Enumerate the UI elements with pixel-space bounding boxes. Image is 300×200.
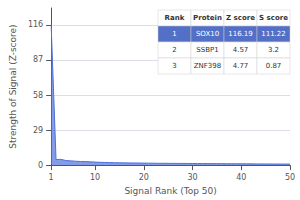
svg-text:4.77: 4.77 <box>233 62 249 70</box>
svg-text:111.22: 111.22 <box>261 30 286 38</box>
svg-text:116.19: 116.19 <box>228 30 253 38</box>
svg-text:ZNF398: ZNF398 <box>194 62 221 70</box>
svg-text:2: 2 <box>172 46 176 54</box>
svg-text:1: 1 <box>49 173 54 182</box>
svg-text:Z score: Z score <box>226 14 255 22</box>
svg-text:Strength of Signal (Z-score): Strength of Signal (Z-score) <box>8 24 18 148</box>
svg-text:3.2: 3.2 <box>268 46 279 54</box>
svg-text:10: 10 <box>90 173 100 182</box>
svg-text:SOX10: SOX10 <box>196 30 219 38</box>
svg-text:Protein: Protein <box>193 14 222 22</box>
svg-text:30: 30 <box>187 173 197 182</box>
svg-text:29: 29 <box>33 126 43 135</box>
svg-text:SSBP1: SSBP1 <box>196 46 218 54</box>
svg-text:20: 20 <box>139 173 149 182</box>
svg-text:50: 50 <box>285 173 295 182</box>
svg-text:116: 116 <box>28 20 43 29</box>
svg-text:87: 87 <box>33 55 43 64</box>
svg-text:Rank: Rank <box>165 14 185 22</box>
svg-text:40: 40 <box>236 173 246 182</box>
svg-text:1: 1 <box>172 30 176 38</box>
svg-text:0.87: 0.87 <box>266 62 282 70</box>
svg-text:58: 58 <box>33 91 43 100</box>
svg-text:Signal Rank (Top 50): Signal Rank (Top 50) <box>124 186 216 196</box>
svg-text:S score: S score <box>259 14 288 22</box>
svg-text:0: 0 <box>38 161 43 170</box>
svg-text:4.57: 4.57 <box>233 46 249 54</box>
svg-text:3: 3 <box>172 62 176 70</box>
